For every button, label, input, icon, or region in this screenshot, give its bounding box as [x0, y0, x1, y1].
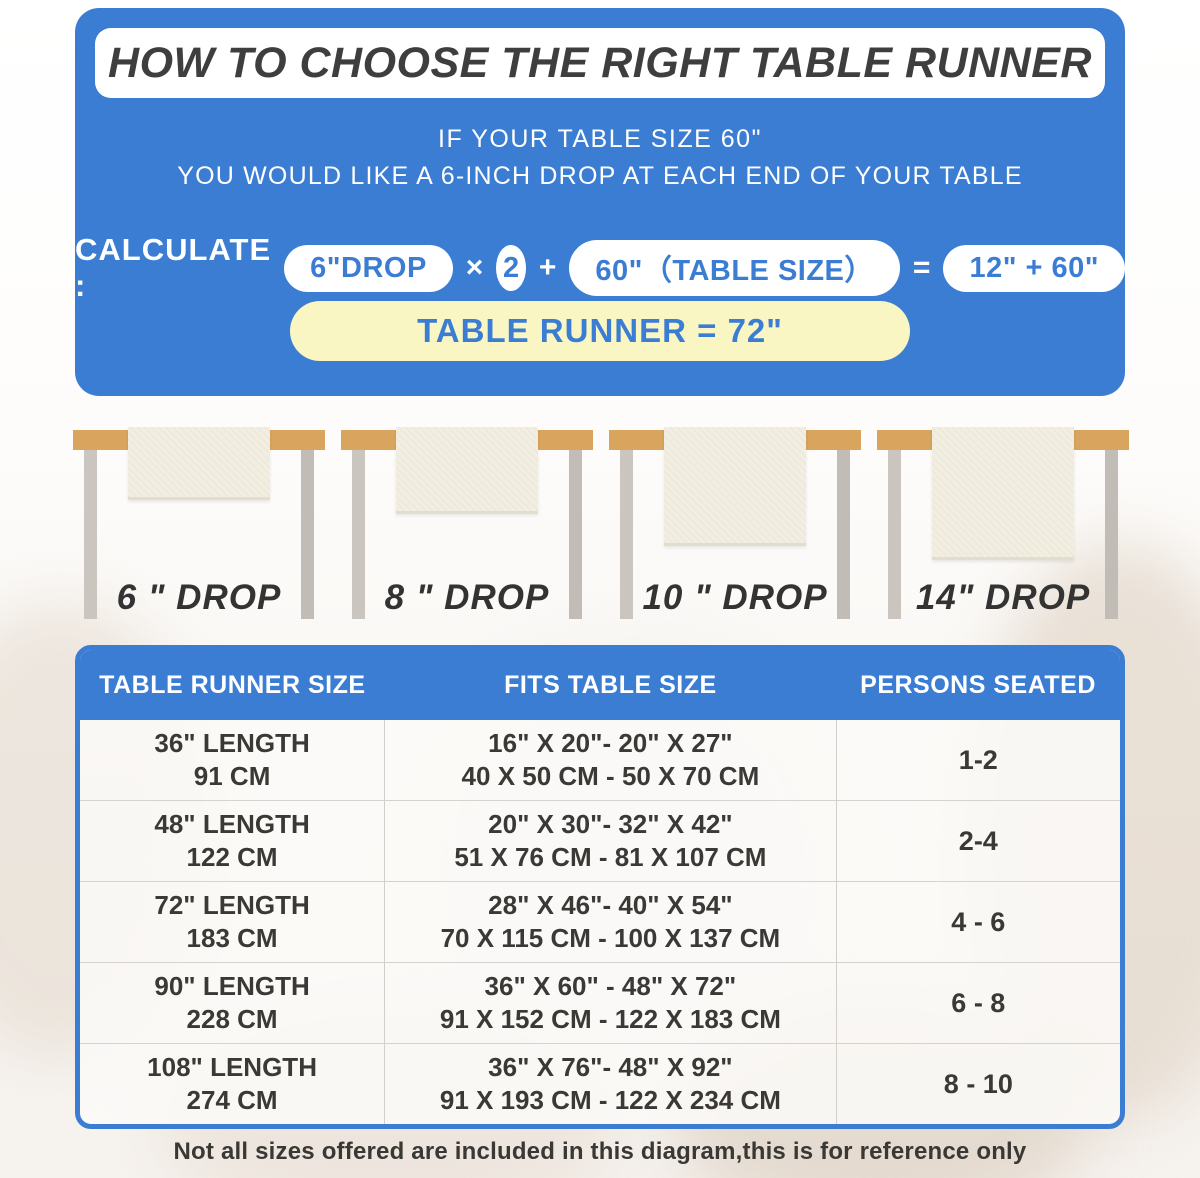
column-header-persons: PERSONS SEATED	[860, 670, 1096, 699]
table-runner	[128, 427, 270, 500]
drop-figure-6in: 6 " DROP	[73, 427, 325, 630]
persons-cell: 4 - 6	[951, 906, 1006, 937]
persons-cell: 8 - 10	[943, 1068, 1013, 1099]
drop-illustrations: 6 " DROP 8 " DROP 10 " DROP 14" DROP	[73, 427, 1129, 630]
calculate-label: CALCULATE :	[75, 232, 272, 303]
table-leg-right	[569, 449, 582, 619]
table-leg-right	[837, 449, 850, 619]
table-leg-right	[301, 449, 314, 619]
header-panel: HOW TO CHOOSE THE RIGHT TABLE RUNNER IF …	[75, 8, 1125, 396]
table-leg-left	[620, 449, 633, 619]
fits-inches: 20" X 30"- 32" X 42"	[488, 808, 733, 839]
table-leg-left	[84, 449, 97, 619]
drop-figure-14in: 14" DROP	[877, 427, 1129, 630]
sum-pill: 12" + 60"	[943, 244, 1125, 292]
size-chart-card: TABLE RUNNER SIZE FITS TABLE SIZE PERSON…	[75, 645, 1125, 1129]
result-pill: TABLE RUNNER = 72"	[290, 301, 910, 361]
drop-label: 10 " DROP	[642, 578, 828, 617]
plus-sign: +	[538, 251, 557, 284]
drop-label: 8 " DROP	[384, 578, 550, 617]
fits-table-cell: 36" X 76"- 48" X 92" 91 X 193 CM - 122 X…	[384, 1044, 837, 1124]
table-size-pill: 60"（TABLE SIZE）	[569, 240, 900, 296]
size-chart-header: TABLE RUNNER SIZE FITS TABLE SIZE PERSON…	[80, 650, 1120, 720]
table-leg-left	[352, 449, 365, 619]
size-inches: 48" LENGTH	[154, 808, 310, 839]
subtitle-line1: IF YOUR TABLE SIZE 60"	[438, 125, 762, 153]
table-row: 108" LENGTH 274 CM 36" X 76"- 48" X 92" …	[80, 1043, 1120, 1124]
fits-table-cell: 20" X 30"- 32" X 42" 51 X 76 CM - 81 X 1…	[384, 801, 837, 881]
size-inches: 36" LENGTH	[154, 727, 310, 758]
runner-size-cell: 48" LENGTH 122 CM	[80, 801, 384, 881]
fits-inches: 36" X 76"- 48" X 92"	[488, 1051, 733, 1082]
persons-cell: 2-4	[958, 825, 998, 856]
multiplier-badge: 2	[496, 245, 526, 291]
fits-cm: 91 X 193 CM - 122 X 234 CM	[439, 1085, 781, 1115]
runner-size-cell: 36" LENGTH 91 CM	[80, 720, 384, 800]
table-runner	[396, 427, 538, 514]
size-cm: 91 CM	[193, 761, 271, 791]
size-cm: 183 CM	[186, 923, 278, 953]
fits-table-cell: 28" X 46"- 40" X 54" 70 X 115 CM - 100 X…	[384, 882, 837, 962]
table-row: 72" LENGTH 183 CM 28" X 46"- 40" X 54" 7…	[80, 881, 1120, 962]
fits-cm: 51 X 76 CM - 81 X 107 CM	[454, 842, 767, 872]
title-banner: HOW TO CHOOSE THE RIGHT TABLE RUNNER	[95, 28, 1105, 98]
runner-size-cell: 90" LENGTH 228 CM	[80, 963, 384, 1043]
drop-label: 6 " DROP	[116, 578, 282, 617]
drop-figure-8in: 8 " DROP	[341, 427, 593, 630]
size-cm: 122 CM	[186, 842, 278, 872]
table-row: 36" LENGTH 91 CM 16" X 20"- 20" X 27" 40…	[80, 720, 1120, 800]
fits-inches: 16" X 20"- 20" X 27"	[488, 727, 733, 758]
table-runner	[932, 427, 1074, 560]
table-leg-left	[888, 449, 901, 619]
fits-table-cell: 16" X 20"- 20" X 27" 40 X 50 CM - 50 X 7…	[384, 720, 837, 800]
table-leg-right	[1105, 449, 1118, 619]
table-row: 90" LENGTH 228 CM 36" X 60" - 48" X 72" …	[80, 962, 1120, 1043]
size-chart-body: 36" LENGTH 91 CM 16" X 20"- 20" X 27" 40…	[80, 720, 1120, 1124]
equals-sign: =	[912, 251, 931, 284]
page-title: HOW TO CHOOSE THE RIGHT TABLE RUNNER	[108, 38, 1092, 87]
drop-figure-10in: 10 " DROP	[609, 427, 861, 630]
persons-cell: 6 - 8	[951, 987, 1006, 1018]
fits-cm: 70 X 115 CM - 100 X 137 CM	[440, 923, 781, 953]
fits-inches: 36" X 60" - 48" X 72"	[484, 970, 737, 1001]
column-header-runner-size: TABLE RUNNER SIZE	[99, 670, 366, 699]
size-cm: 228 CM	[186, 1004, 278, 1034]
drop-label: 14" DROP	[915, 578, 1091, 617]
subtitle-line2: YOU WOULD LIKE A 6-INCH DROP AT EACH END…	[177, 162, 1023, 190]
fits-inches: 28" X 46"- 40" X 54"	[488, 889, 733, 920]
column-header-fits-table: FITS TABLE SIZE	[504, 670, 717, 699]
persons-cell: 1-2	[958, 744, 998, 775]
table-row: 48" LENGTH 122 CM 20" X 30"- 32" X 42" 5…	[80, 800, 1120, 881]
drop-value-pill: 6"DROP	[284, 244, 453, 292]
multiply-sign: ×	[465, 251, 484, 284]
size-inches: 108" LENGTH	[147, 1051, 317, 1082]
table-runner	[664, 427, 806, 546]
runner-size-cell: 72" LENGTH 183 CM	[80, 882, 384, 962]
size-cm: 274 CM	[186, 1085, 278, 1115]
footer-note: Not all sizes offered are included in th…	[173, 1138, 1027, 1165]
fits-cm: 91 X 152 CM - 122 X 183 CM	[439, 1004, 781, 1034]
size-inches: 90" LENGTH	[154, 970, 310, 1001]
runner-size-cell: 108" LENGTH 274 CM	[80, 1044, 384, 1124]
size-inches: 72" LENGTH	[154, 889, 310, 920]
fits-table-cell: 36" X 60" - 48" X 72" 91 X 152 CM - 122 …	[384, 963, 837, 1043]
fits-cm: 40 X 50 CM - 50 X 70 CM	[461, 761, 760, 791]
calculation-row: CALCULATE : 6"DROP × 2 + 60"（TABLE SIZE）…	[75, 232, 1125, 304]
